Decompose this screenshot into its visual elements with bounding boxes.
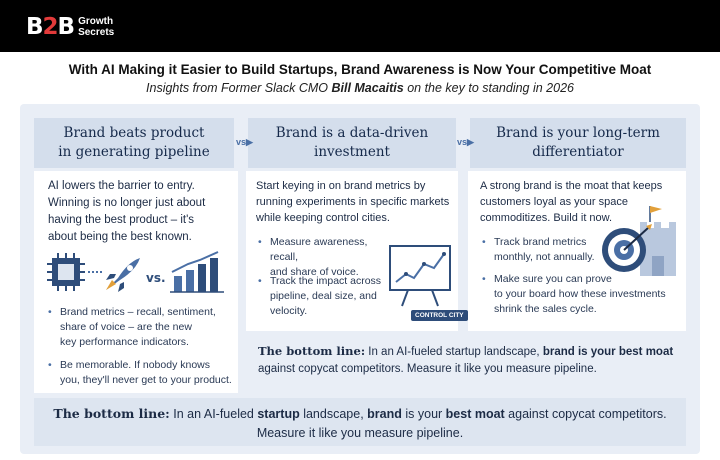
logo-wordmark: Growth Secrets [78,16,115,38]
vs-separator-1: vs▶ [236,137,253,147]
column-3-bullet-1: Track brand metrics monthly, not annuall… [482,235,682,265]
bottom-line-footer: The bottom line: In an AI-fueled startup… [34,398,686,446]
column-1-bullet-2: Be memorable. If nobody knows you, they'… [48,358,238,388]
column-2-header: Brand is a data-driven investment [248,118,456,168]
compare-vs-label: vs. [146,271,166,285]
castle-target-illustration [602,206,676,276]
line-chart-board-icon [389,245,451,307]
castle-icon [640,206,676,276]
logo-mark: B2B [26,14,75,40]
cpu-chip-icon [47,253,85,291]
column-1-header: Brand beats product in generating pipelin… [34,118,234,168]
column-3-intro: A strong brand is the moat that keeps cu… [480,180,663,224]
control-city-tag: CONTROL CITY [411,310,468,321]
column-3-bullet-2: Make sure you can prove to your board ho… [482,272,682,317]
rocket-icon [106,258,140,292]
bar-chart-icon [170,251,224,293]
vs-separator-2: vs▶ [457,137,474,147]
column-2-bullet-2: Track the impact across pipeline, deal s… [258,274,388,319]
page-subtitle: Insights from Former Slack CMO Bill Maca… [146,81,574,95]
top-bar: B2B Growth Secrets [0,0,720,52]
bottom-line-inner: The bottom line: In an AI-fueled startup… [246,339,686,383]
b2b-growth-secrets-logo[interactable]: B2B Growth Secrets [26,13,114,41]
column-2-intro: Start keying in on brand metrics by runn… [256,180,450,224]
page-title: With AI Making it Easier to Build Startu… [68,62,652,77]
column-3-header: Brand is your long-term differentiator [470,118,686,168]
product-vs-brand-illustration: vs. [47,251,224,293]
target-icon [602,224,652,272]
column-1-bullet-1: Brand metrics – recall, sentiment, share… [48,305,238,350]
column-1-intro: AI lowers the barrier to entry. Winning … [48,180,206,243]
